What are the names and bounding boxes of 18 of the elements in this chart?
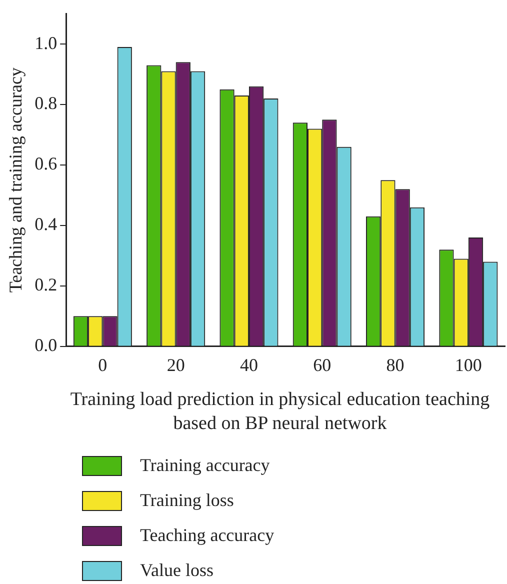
x-tick-label: 20 (166, 354, 185, 375)
legend-label: Training loss (140, 490, 234, 511)
y-axis-title: Teaching and training accuracy (6, 68, 26, 293)
legend-label: Teaching accuracy (140, 525, 274, 546)
x-tick-label: 0 (98, 354, 108, 375)
x-tick-label: 100 (454, 354, 482, 375)
y-tick-label: 0.0 (34, 335, 58, 356)
x-tick-label: 60 (313, 354, 332, 375)
x-tick-label: 40 (240, 354, 258, 375)
y-tick-label: 1.0 (34, 32, 58, 53)
x-tick-label: 80 (386, 354, 404, 375)
legend-label: Training accuracy (140, 455, 270, 476)
y-tick-label: 0.6 (34, 154, 58, 174)
x-axis-title: Training load prediction in physical education teaching based on BP neural network (69, 388, 491, 436)
y-tick-label: 0.2 (34, 274, 58, 295)
legend-label: Value loss (140, 560, 214, 581)
y-tick-label: 0.4 (34, 214, 58, 234)
y-tick-label: 0.8 (34, 93, 58, 114)
